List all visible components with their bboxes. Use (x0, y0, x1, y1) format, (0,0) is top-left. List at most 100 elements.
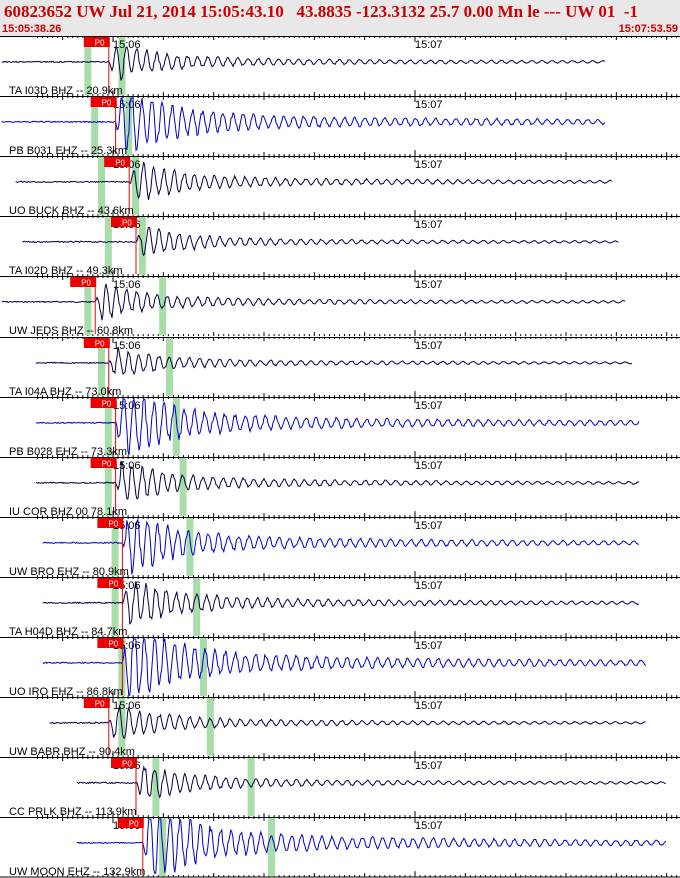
pick-flag[interactable] (90, 97, 117, 107)
channel-label: TA H04D BHZ -- 84.7km (9, 626, 127, 638)
window-end-band (132, 157, 139, 216)
channel-row[interactable]: 15:06 15:07 P0 TA I03D BHZ -- 20.9km (0, 36, 680, 97)
time-label-1507: 15:07 (415, 820, 443, 832)
time-label-1506: 15:06 (113, 340, 141, 352)
window-end-band (179, 458, 187, 517)
end-time-label: 15:07:53.59 (618, 23, 678, 35)
time-label-1507: 15:07 (415, 39, 443, 51)
time-label-1507: 15:07 (415, 340, 443, 352)
pick-label: P0 (95, 340, 105, 349)
channel-row[interactable]: 15:06 15:07 P0 TA I04A BHZ -- 73.0km (0, 337, 680, 398)
channel-label: TA I04A BHZ -- 73.0km (9, 386, 121, 398)
window-start-band (111, 518, 119, 577)
waveform-trace (15, 161, 612, 200)
window-start-band (91, 97, 99, 156)
window-start-band (84, 277, 92, 336)
pick-flag[interactable] (90, 398, 117, 408)
time-label-1507: 15:07 (415, 99, 443, 111)
time-label-1507: 15:07 (415, 760, 443, 772)
waveform-trace (22, 226, 619, 257)
window-start-band (104, 398, 112, 457)
channel-label: PB B031 EHZ -- 25.3km (9, 145, 127, 157)
pick-label: P0 (95, 700, 105, 709)
window-start-band (98, 338, 105, 397)
pick-flag[interactable] (70, 277, 97, 287)
pick-label: P0 (102, 99, 112, 108)
window-end-band (186, 518, 194, 577)
waveform-trace (35, 397, 640, 456)
time-label-1507: 15:07 (415, 700, 443, 712)
pick-flag[interactable] (90, 458, 117, 468)
channel-label: IU COR BHZ 00 78.1km (9, 506, 127, 518)
window-start-band (84, 37, 92, 96)
window-end-band (193, 578, 201, 637)
pick-flag[interactable] (97, 638, 124, 648)
pick-label: P0 (108, 580, 118, 589)
time-label-1506: 15:06 (113, 99, 141, 111)
time-label-1507: 15:07 (415, 400, 443, 412)
pick-flag[interactable] (83, 37, 110, 47)
channel-row[interactable]: 15:06 15:07 P0 UW BABR BHZ -- 90.4km (0, 697, 680, 758)
pick-flag[interactable] (117, 818, 144, 828)
waveform-trace (35, 346, 633, 376)
time-label-1507: 15:07 (415, 580, 443, 592)
channel-row[interactable]: 15:06 15:07 P0 PB B031 EHZ -- 25.3km (0, 96, 680, 157)
channel-label: UW BABR BHZ -- 90.4km (9, 746, 135, 758)
pick-label: P0 (81, 279, 91, 288)
pick-flag[interactable] (97, 518, 124, 528)
waveform-trace (42, 581, 640, 625)
channel-label: UW MOON EHZ -- 132.9km (9, 866, 145, 878)
waveform-trace (1, 97, 606, 152)
channel-label: UW JEDS BHZ -- 60.8km (9, 325, 133, 337)
channel-row[interactable]: 15:06 15:07 P0 PB B028 EHZ -- 73.3km (0, 397, 680, 458)
channel-label: TA I03D BHZ -- 20.9km (9, 85, 123, 97)
time-label-1506: 15:06 (113, 460, 141, 472)
window-end-band (268, 818, 275, 877)
pick-label: P0 (115, 159, 125, 168)
pick-flag[interactable] (104, 157, 131, 167)
channel-row[interactable]: 15:06 15:07 P0 UW JEDS BHZ -- 60.8km (0, 276, 680, 337)
window-end-band (206, 698, 214, 757)
pick-flag[interactable] (83, 338, 110, 348)
pick-flag[interactable] (97, 578, 124, 588)
waveform-trace (35, 460, 640, 500)
time-label-1506: 15:06 (113, 279, 141, 291)
pick-flag[interactable] (83, 698, 110, 708)
pick-label: P0 (122, 760, 132, 769)
pick-label: P0 (102, 460, 112, 469)
waveform-trace (76, 765, 666, 799)
channel-row[interactable]: 15:06 15:07 P0 IU COR BHZ 00 78.1km (0, 457, 680, 518)
pick-label: P0 (108, 520, 118, 529)
pick-label: P0 (102, 400, 112, 409)
time-label-1507: 15:07 (415, 279, 443, 291)
channel-label: TA I02D BHZ -- 49.3km (9, 265, 123, 277)
waveform-trace (1, 45, 606, 81)
channel-label: UW BRO EHZ -- 80.9km (9, 566, 129, 578)
window-end-band (159, 277, 167, 336)
pick-flag[interactable] (111, 217, 137, 227)
pick-label: P0 (122, 219, 132, 228)
window-end-band (200, 638, 207, 697)
pick-label: P0 (95, 39, 105, 48)
time-label-1506: 15:06 (113, 700, 141, 712)
pick-flag[interactable] (111, 758, 137, 768)
time-label-1507: 15:07 (415, 520, 443, 532)
window-start-band (152, 758, 160, 817)
channel-label: PB B028 EHZ -- 73.3km (9, 446, 127, 458)
header-bar: 60823652 UW Jul 21, 2014 15:05:43.10 43.… (0, 0, 680, 36)
waveform-trace (42, 637, 647, 696)
time-label-1506: 15:06 (113, 39, 141, 51)
event-title: 60823652 UW Jul 21, 2014 15:05:43.10 43.… (4, 2, 639, 21)
channel-label: CC PRLK BHZ -- 113.9km (9, 806, 137, 818)
waveform-trace (76, 817, 667, 875)
window-end-band (172, 398, 180, 457)
start-time-label: 15:05:38.26 (2, 23, 62, 35)
